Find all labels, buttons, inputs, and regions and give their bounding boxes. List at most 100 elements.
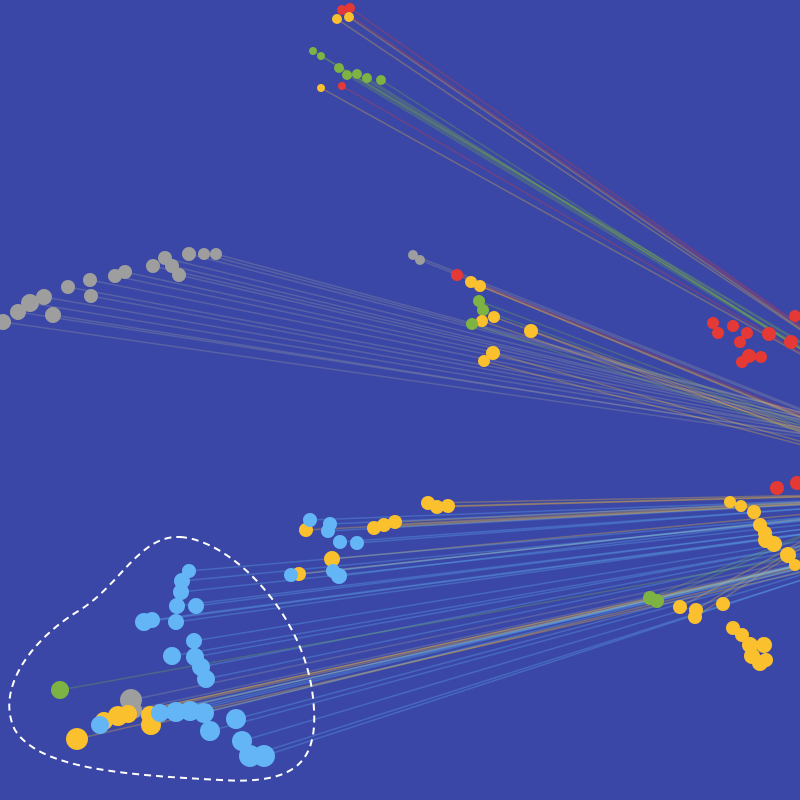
- link: [456, 274, 800, 416]
- point: [151, 704, 169, 722]
- link: [241, 574, 800, 742]
- point: [36, 289, 52, 305]
- point: [317, 84, 325, 92]
- point: [331, 568, 347, 584]
- point: [707, 317, 719, 329]
- link: [171, 545, 800, 657]
- link: [29, 302, 800, 431]
- point: [716, 597, 730, 611]
- link: [320, 87, 800, 355]
- point: [451, 269, 463, 281]
- link: [478, 300, 800, 424]
- point: [712, 327, 724, 339]
- link: [471, 323, 800, 433]
- link: [178, 274, 800, 421]
- point: [488, 311, 500, 323]
- lasso: [8, 535, 316, 782]
- point: [66, 728, 88, 750]
- point: [309, 47, 317, 55]
- point: [188, 598, 204, 614]
- link: [348, 16, 800, 330]
- point: [197, 670, 215, 688]
- point: [688, 610, 702, 624]
- point: [198, 248, 210, 260]
- point: [173, 584, 189, 600]
- link: [380, 79, 800, 350]
- point: [524, 324, 538, 338]
- point: [146, 259, 160, 273]
- point: [766, 536, 782, 552]
- point: [476, 315, 488, 327]
- point: [759, 653, 773, 667]
- link: [124, 271, 800, 420]
- link: [189, 563, 800, 712]
- point: [172, 268, 186, 282]
- point: [317, 52, 325, 60]
- link: [59, 555, 800, 691]
- point: [789, 559, 800, 571]
- point: [169, 598, 185, 614]
- point: [770, 481, 784, 495]
- link: [203, 253, 800, 414]
- link: [427, 494, 800, 504]
- point: [465, 276, 477, 288]
- points: [0, 3, 800, 767]
- point: [735, 500, 747, 512]
- point: [324, 551, 340, 567]
- point: [789, 310, 800, 322]
- link: [482, 309, 800, 427]
- link: [200, 549, 800, 668]
- link: [235, 566, 800, 720]
- link: [249, 579, 800, 757]
- point: [350, 536, 364, 550]
- link: [320, 55, 800, 344]
- link: [130, 559, 800, 701]
- point: [345, 3, 355, 13]
- point: [756, 637, 772, 653]
- point: [226, 709, 246, 729]
- link: [336, 18, 800, 331]
- point: [415, 255, 425, 265]
- link: [194, 545, 800, 658]
- link: [349, 7, 800, 327]
- point: [144, 612, 160, 628]
- point: [45, 307, 61, 323]
- link: [205, 553, 800, 680]
- link: [394, 501, 800, 523]
- link: [176, 528, 800, 607]
- link: [149, 564, 800, 716]
- link: [470, 281, 800, 418]
- link: [479, 285, 800, 419]
- point: [388, 515, 402, 529]
- link: [332, 517, 800, 572]
- point: [118, 265, 132, 279]
- point: [342, 70, 352, 80]
- link: [117, 564, 800, 717]
- point: [51, 681, 69, 699]
- point: [441, 499, 455, 513]
- link: [290, 519, 800, 576]
- link: [99, 567, 800, 726]
- point: [91, 716, 109, 734]
- point: [334, 63, 344, 73]
- link: [188, 517, 800, 572]
- point: [362, 73, 372, 83]
- link: [366, 77, 800, 350]
- point: [194, 703, 214, 723]
- point: [0, 314, 11, 330]
- link: [171, 265, 800, 418]
- link: [152, 265, 800, 418]
- point: [650, 594, 664, 608]
- link: [656, 536, 800, 602]
- point: [210, 248, 222, 260]
- link: [215, 253, 800, 413]
- point: [83, 273, 97, 287]
- point: [473, 295, 485, 307]
- point: [755, 351, 767, 363]
- link: [436, 496, 800, 508]
- point: [332, 14, 342, 24]
- point: [377, 518, 391, 532]
